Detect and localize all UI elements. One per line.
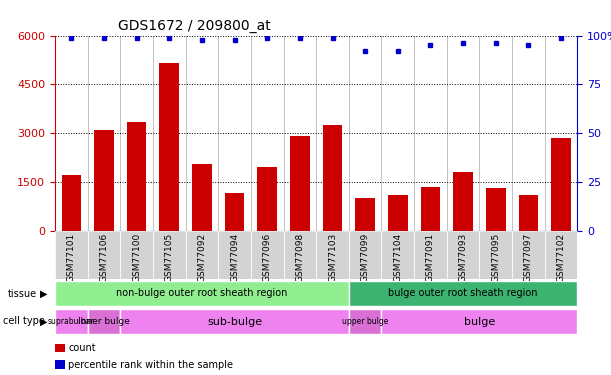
- Text: GSM77103: GSM77103: [328, 233, 337, 282]
- Text: GSM77104: GSM77104: [393, 233, 402, 282]
- Text: GSM77098: GSM77098: [295, 233, 304, 282]
- Bar: [453, 172, 473, 231]
- Bar: [316, 231, 349, 279]
- Bar: [486, 188, 505, 231]
- Bar: [349, 231, 381, 279]
- Text: GSM77100: GSM77100: [132, 233, 141, 282]
- Text: GSM77106: GSM77106: [100, 233, 109, 282]
- Text: tissue: tissue: [7, 289, 37, 298]
- Bar: [225, 193, 244, 231]
- Text: GSM77093: GSM77093: [459, 233, 467, 282]
- Text: percentile rank within the sample: percentile rank within the sample: [68, 360, 233, 369]
- Bar: [55, 309, 87, 334]
- Bar: [257, 167, 277, 231]
- Text: GSM77097: GSM77097: [524, 233, 533, 282]
- Text: GSM77092: GSM77092: [197, 233, 207, 282]
- Text: GSM77101: GSM77101: [67, 233, 76, 282]
- Text: ▶: ▶: [40, 289, 48, 298]
- Bar: [519, 195, 538, 231]
- Bar: [186, 231, 218, 279]
- Bar: [55, 231, 87, 279]
- Bar: [356, 198, 375, 231]
- Text: suprabulbar: suprabulbar: [48, 317, 95, 326]
- Bar: [447, 231, 480, 279]
- Text: bulge outer root sheath region: bulge outer root sheath region: [389, 288, 538, 298]
- Bar: [218, 231, 251, 279]
- Bar: [388, 195, 408, 231]
- Text: bulge: bulge: [464, 316, 495, 327]
- Text: cell type: cell type: [3, 316, 45, 326]
- Bar: [55, 281, 349, 306]
- Text: GDS1672 / 209800_at: GDS1672 / 209800_at: [118, 19, 271, 33]
- Text: count: count: [68, 343, 96, 352]
- Text: non-bulge outer root sheath region: non-bulge outer root sheath region: [116, 288, 288, 298]
- Text: inner bulge: inner bulge: [78, 317, 130, 326]
- Bar: [120, 231, 153, 279]
- Text: GSM77102: GSM77102: [557, 233, 566, 282]
- Bar: [159, 63, 179, 231]
- Bar: [153, 231, 186, 279]
- Bar: [349, 309, 381, 334]
- Bar: [120, 309, 349, 334]
- Text: GSM77094: GSM77094: [230, 233, 239, 282]
- Bar: [381, 231, 414, 279]
- Text: ▶: ▶: [40, 316, 48, 326]
- Bar: [323, 125, 342, 231]
- Bar: [62, 176, 81, 231]
- Text: GSM77095: GSM77095: [491, 233, 500, 282]
- Bar: [381, 309, 577, 334]
- Bar: [551, 138, 571, 231]
- Bar: [545, 231, 577, 279]
- Bar: [192, 164, 211, 231]
- Bar: [349, 281, 577, 306]
- Bar: [87, 231, 120, 279]
- Bar: [480, 231, 512, 279]
- Text: upper bulge: upper bulge: [342, 317, 389, 326]
- Text: GSM77099: GSM77099: [360, 233, 370, 282]
- Text: sub-bulge: sub-bulge: [207, 316, 262, 327]
- Bar: [284, 231, 316, 279]
- Text: GSM77091: GSM77091: [426, 233, 435, 282]
- Bar: [290, 136, 310, 231]
- Bar: [87, 309, 120, 334]
- Bar: [94, 130, 114, 231]
- Bar: [420, 187, 441, 231]
- Text: GSM77096: GSM77096: [263, 233, 272, 282]
- Bar: [414, 231, 447, 279]
- Bar: [251, 231, 284, 279]
- Text: GSM77105: GSM77105: [165, 233, 174, 282]
- Bar: [127, 122, 147, 231]
- Bar: [512, 231, 545, 279]
